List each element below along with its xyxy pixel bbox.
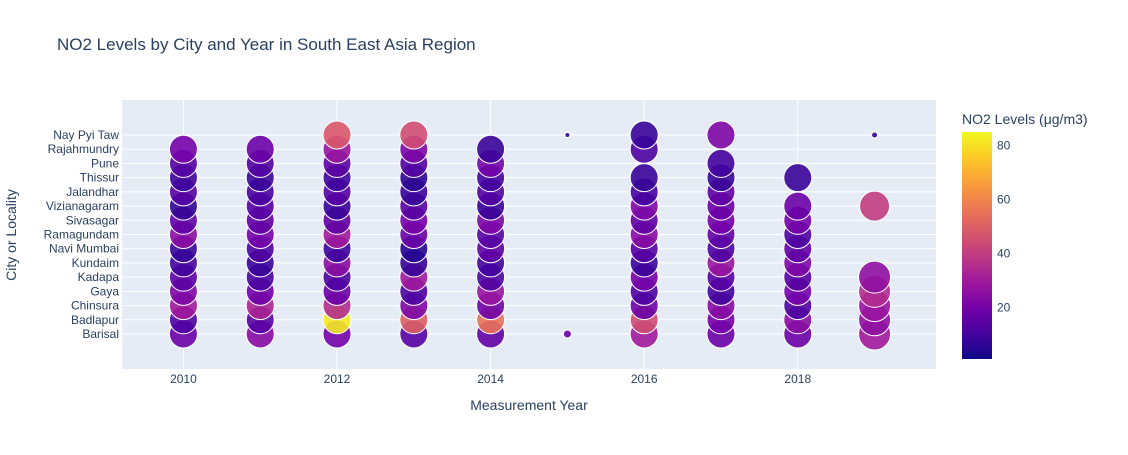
colorbar-title: NO2 Levels (μg/m3) xyxy=(962,111,1088,127)
data-point[interactable] xyxy=(629,163,659,193)
data-point[interactable] xyxy=(706,120,736,150)
x-tick-labels: 2010 2012 2014 2016 2018 xyxy=(170,372,811,386)
y-tick-label: Chinsura xyxy=(71,299,119,313)
y-tick-label: Gaya xyxy=(90,284,119,298)
y-tick-label: Kadapa xyxy=(78,270,120,284)
data-point[interactable] xyxy=(858,260,892,294)
y-axis-title: City or Locality xyxy=(3,189,19,281)
chart-title: NO2 Levels by City and Year in South Eas… xyxy=(57,35,476,54)
colorbar-tick-label: 20 xyxy=(997,301,1011,315)
x-tick-label: 2010 xyxy=(170,372,197,386)
y-tick-label: Ramagundam xyxy=(44,228,119,242)
data-point[interactable] xyxy=(476,134,506,164)
y-tick-label: Navi Mumbai xyxy=(49,242,119,256)
colorbar-tick-label: 60 xyxy=(997,193,1011,207)
marker-layer xyxy=(168,120,892,351)
colorbar-gradient xyxy=(962,132,992,359)
data-point[interactable] xyxy=(399,120,429,150)
y-tick-label: Pune xyxy=(91,156,119,170)
colorbar: NO2 Levels (μg/m3) 20 40 60 80 xyxy=(962,111,1088,359)
colorbar-tick-label: 40 xyxy=(997,247,1011,261)
x-axis-title: Measurement Year xyxy=(470,397,588,413)
y-tick-label: Jalandhar xyxy=(66,185,119,199)
data-point[interactable] xyxy=(629,120,659,150)
y-tick-label: Badlapur xyxy=(71,313,119,327)
y-tick-labels: BarisalBadlapurChinsuraGayaKadapaKundaim… xyxy=(44,128,120,341)
y-tick-label: Nay Pyi Taw xyxy=(53,128,119,142)
x-tick-label: 2012 xyxy=(324,372,351,386)
colorbar-tick-label: 80 xyxy=(997,139,1011,153)
data-point[interactable] xyxy=(706,148,736,178)
y-tick-label: Kundaim xyxy=(72,256,119,270)
x-tick-label: 2018 xyxy=(784,372,811,386)
y-tick-label: Sivasagar xyxy=(66,213,119,227)
data-point[interactable] xyxy=(871,131,879,139)
y-tick-label: Barisal xyxy=(82,327,119,341)
data-point[interactable] xyxy=(859,190,891,222)
data-point[interactable] xyxy=(245,134,275,164)
data-point[interactable] xyxy=(564,132,571,138)
y-tick-label: Rajahmundry xyxy=(48,142,119,156)
x-tick-label: 2014 xyxy=(477,372,504,386)
data-point[interactable] xyxy=(783,163,813,193)
data-point[interactable] xyxy=(322,120,352,150)
y-tick-label: Thissur xyxy=(80,171,119,185)
y-tick-label: Vizianagaram xyxy=(46,199,119,213)
data-point[interactable] xyxy=(562,329,572,339)
data-point[interactable] xyxy=(168,134,198,164)
x-tick-label: 2016 xyxy=(631,372,658,386)
data-point[interactable] xyxy=(783,191,813,221)
colorbar-ticks: 20 40 60 80 xyxy=(997,139,1011,315)
